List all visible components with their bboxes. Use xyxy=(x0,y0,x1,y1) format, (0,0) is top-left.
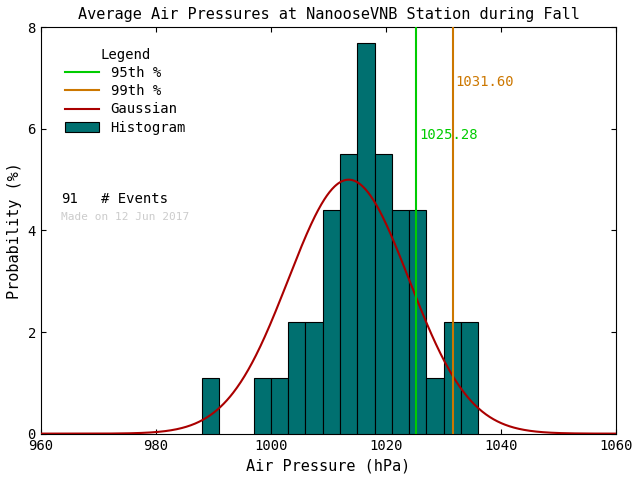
Bar xyxy=(340,154,357,433)
Bar xyxy=(461,322,478,433)
Bar xyxy=(271,378,288,433)
X-axis label: Air Pressure (hPa): Air Pressure (hPa) xyxy=(246,458,411,473)
Bar xyxy=(392,210,409,433)
Bar xyxy=(202,378,219,433)
Bar xyxy=(357,43,374,433)
Title: Average Air Pressures at NanooseVNB Station during Fall: Average Air Pressures at NanooseVNB Stat… xyxy=(77,7,579,22)
Bar xyxy=(426,378,444,433)
Text: 1031.60: 1031.60 xyxy=(456,75,515,89)
Bar xyxy=(305,322,323,433)
Bar xyxy=(374,154,392,433)
Text: 1025.28: 1025.28 xyxy=(419,128,478,142)
Bar xyxy=(444,322,461,433)
Text: 91: 91 xyxy=(61,192,77,206)
Y-axis label: Probability (%): Probability (%) xyxy=(7,162,22,299)
Bar xyxy=(288,322,305,433)
Legend: 95th %, 99th %, Gaussian, Histogram: 95th %, 99th %, Gaussian, Histogram xyxy=(59,42,191,140)
Bar xyxy=(253,378,271,433)
Text: # Events: # Events xyxy=(101,192,168,206)
Bar xyxy=(323,210,340,433)
Bar xyxy=(409,210,426,433)
Text: Made on 12 Jun 2017: Made on 12 Jun 2017 xyxy=(61,212,189,222)
